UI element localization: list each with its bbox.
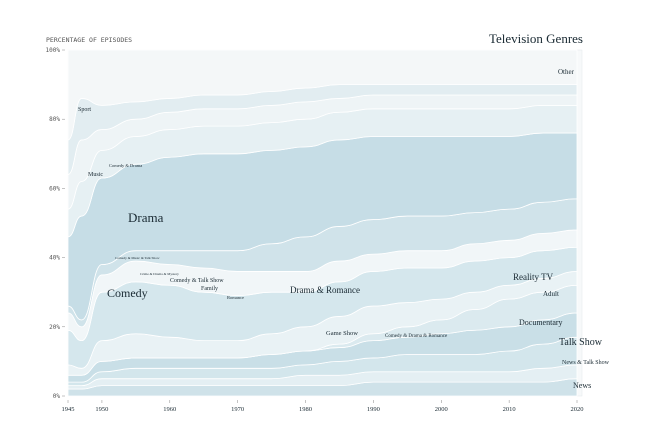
x-tick-label: 2010 bbox=[503, 406, 516, 413]
label-crime-drama-mystery: Crime & Drama & Mystery bbox=[140, 272, 179, 276]
y-axis-label: PERCENTAGE OF EPISODES bbox=[46, 36, 132, 44]
x-tick-label: 1980 bbox=[299, 406, 312, 413]
label-talk-show: Talk Show bbox=[559, 337, 603, 348]
genre-labels: Other Sport Music Comedy & Drama Drama C… bbox=[78, 68, 610, 390]
x-tick-label: 1970 bbox=[231, 406, 244, 413]
label-news-talk: News & Talk Show bbox=[562, 360, 610, 366]
y-tick-label: 20% bbox=[49, 324, 60, 331]
label-drama: Drama bbox=[128, 210, 164, 225]
axes: 0% 20% 40% 60% 80% 100% 1945 1950 1960 1970 1980 19… bbox=[46, 47, 584, 413]
y-tick-label: 80% bbox=[49, 116, 60, 123]
x-tick-label: 2020 bbox=[571, 406, 584, 413]
x-tick-label: 1950 bbox=[95, 406, 108, 413]
label-comedy: Comedy bbox=[107, 286, 148, 300]
label-game-show: Game Show bbox=[326, 330, 358, 337]
area-other bbox=[67, 49, 578, 141]
x-tick-label: 1990 bbox=[367, 406, 380, 413]
label-comedy-talk: Comedy & Talk Show bbox=[170, 278, 224, 284]
y-tick-label: 40% bbox=[49, 255, 60, 262]
x-tick-label: 1945 bbox=[62, 406, 75, 413]
label-other: Other bbox=[558, 68, 575, 76]
label-comedy-drama-romance: Comedy & Drama & Romance bbox=[385, 334, 448, 339]
label-music: Music bbox=[88, 172, 103, 178]
label-romance: Romance bbox=[227, 295, 244, 300]
label-comedy-music-talk: Comedy & Music & Talk Show bbox=[115, 256, 160, 260]
label-adult: Adult bbox=[543, 290, 559, 298]
label-news: News bbox=[573, 381, 591, 390]
label-drama-romance: Drama & Romance bbox=[290, 285, 360, 295]
x-tick-label: 1960 bbox=[163, 406, 176, 413]
label-family: Family bbox=[201, 286, 218, 292]
label-comedy-drama: Comedy & Drama bbox=[109, 163, 142, 168]
label-sport: Sport bbox=[78, 107, 91, 113]
area-layers bbox=[67, 49, 583, 397]
y-tick-label: 100% bbox=[46, 47, 61, 54]
y-tick-label: 0% bbox=[53, 393, 61, 400]
chart-title: Television Genres bbox=[489, 31, 583, 46]
label-documentary: Documentary bbox=[519, 318, 563, 327]
label-reality-tv: Reality TV bbox=[513, 272, 554, 282]
x-tick-label: 2000 bbox=[435, 406, 448, 413]
y-tick-label: 60% bbox=[49, 185, 60, 192]
